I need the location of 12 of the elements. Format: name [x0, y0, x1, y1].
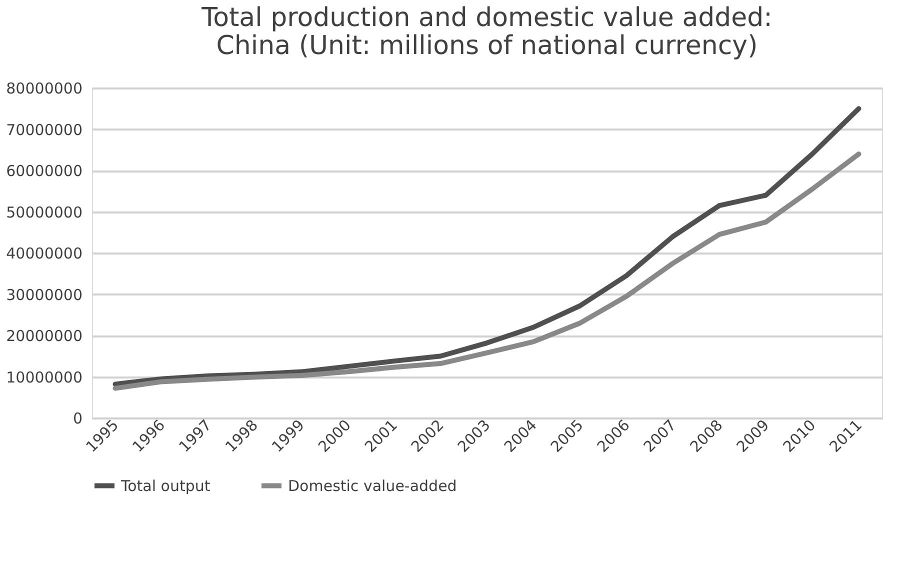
- legend-label: Total output: [120, 476, 210, 495]
- y-tick-label: 20000000: [6, 327, 82, 345]
- y-tick-label: 10000000: [6, 368, 82, 386]
- y-tick-label: 30000000: [6, 286, 82, 304]
- y-tick-label: 60000000: [6, 162, 82, 180]
- y-tick-label: 80000000: [6, 80, 82, 98]
- legend-label: Domestic value-added: [288, 476, 457, 495]
- y-tick-label: 40000000: [6, 244, 82, 262]
- chart-title: Total production and domestic value added: China (Unit: millions of national currency): [200, 3, 772, 61]
- y-tick-label: 50000000: [6, 203, 82, 222]
- y-tick-label: 0: [72, 410, 82, 428]
- y-tick-label: 70000000: [6, 120, 82, 139]
